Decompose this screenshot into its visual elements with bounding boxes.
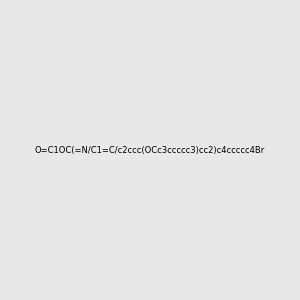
Text: O=C1OC(=N/C1=C/c2ccc(OCc3ccccc3)cc2)c4ccccc4Br: O=C1OC(=N/C1=C/c2ccc(OCc3ccccc3)cc2)c4cc… bbox=[35, 146, 265, 154]
